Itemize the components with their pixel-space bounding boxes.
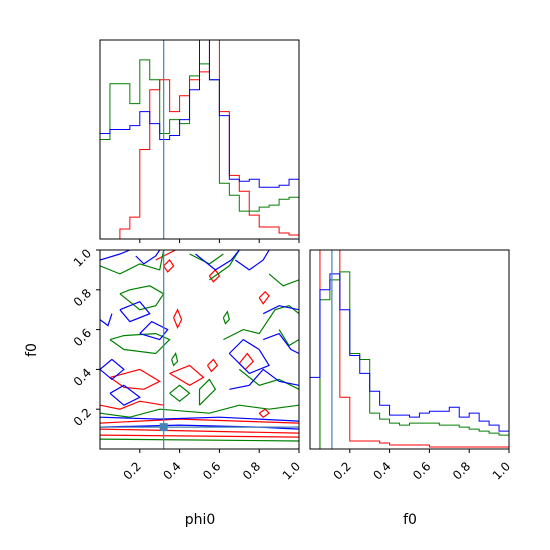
f0-marginal-x-tick-label-3: 0.8 bbox=[450, 459, 473, 482]
contour-series-1-line-3 bbox=[119, 285, 165, 311]
joint-x-tick-label-0: 0.2 bbox=[121, 459, 144, 482]
contour-series-2-line-8 bbox=[229, 368, 299, 390]
contour-series-2-line-13 bbox=[100, 313, 113, 327]
y-axis-label-f0: f0 bbox=[24, 343, 40, 357]
contour-series-1-line-14 bbox=[278, 329, 299, 347]
contour-series-0-line-0 bbox=[100, 434, 299, 438]
contour-series-1-line-6 bbox=[189, 253, 224, 265]
joint-panel-frame bbox=[99, 249, 300, 450]
joint-x-tick-label-3: 0.8 bbox=[240, 459, 263, 482]
contour-series-0-line-8 bbox=[173, 308, 183, 330]
joint-x-tick-label-2: 0.6 bbox=[200, 459, 223, 482]
contour-series-1-line-12 bbox=[171, 352, 179, 367]
contour-series-1-line-11 bbox=[222, 310, 230, 325]
phi0-marginal-panel bbox=[99, 39, 300, 243]
contour-series-0-line-11 bbox=[258, 408, 271, 418]
contour-series-0-line-12 bbox=[155, 250, 176, 261]
contour-series-0-line-7 bbox=[208, 268, 221, 283]
joint-contour-panel: 0.2 0.4 0.6 0.8 1.0 0.2 0.4 0.6 0.8 1.0 phi0 f0 bbox=[24, 246, 303, 528]
contour-series-1-line-7 bbox=[223, 305, 299, 341]
joint-y-tick-label-2: 0.6 bbox=[71, 326, 94, 349]
x-axis-label-phi0: phi0 bbox=[185, 512, 216, 528]
contour-series-2-line-10 bbox=[234, 250, 270, 271]
contour-series-1-line-1 bbox=[100, 404, 299, 418]
joint-truth-marker bbox=[159, 423, 168, 432]
contour-series-1-line-4 bbox=[109, 332, 171, 355]
f0-marginal-x-tick-label-1: 0.4 bbox=[370, 459, 393, 482]
f0-marginal-x-tick-label-2: 0.6 bbox=[410, 459, 433, 482]
contour-series-1-line-5 bbox=[209, 250, 240, 281]
phi0-marginal-frame bbox=[99, 39, 300, 240]
contour-series-1-line-8 bbox=[238, 368, 299, 390]
contour-series-0-line-1 bbox=[100, 428, 299, 434]
joint-y-tick-label-1: 0.4 bbox=[71, 366, 94, 389]
contour-series-2-line-11 bbox=[262, 305, 299, 315]
x-axis-label-f0: f0 bbox=[403, 512, 417, 528]
f0-marginal-frame bbox=[309, 249, 510, 450]
contour-series-0-line-4 bbox=[238, 352, 254, 371]
contour-series-1-line-2 bbox=[100, 250, 165, 275]
contour-series-1-line-10 bbox=[169, 384, 191, 402]
contour-series-2-line-4 bbox=[119, 300, 151, 323]
contour-series-0-line-13 bbox=[100, 400, 164, 410]
contour-series-2-line-6 bbox=[109, 384, 141, 406]
contour-series-2-line-14 bbox=[262, 332, 299, 355]
f0-marginal-x-tick-label-4: 1.0 bbox=[490, 459, 513, 482]
contour-series-1-line-13 bbox=[268, 273, 299, 287]
joint-x-tick-label-1: 0.4 bbox=[160, 459, 183, 482]
contour-series-0-line-5 bbox=[169, 364, 205, 386]
contour-series-2-line-12 bbox=[195, 250, 240, 271]
contour-series-2-line-9 bbox=[228, 338, 270, 375]
joint-x-tick-label-4: 1.0 bbox=[280, 459, 303, 482]
contour-series-0-line-9 bbox=[206, 358, 219, 373]
contour-series-2-line-2 bbox=[100, 250, 131, 261]
contour-series-2-line-1 bbox=[100, 416, 299, 422]
contour-series-0-line-6 bbox=[163, 259, 175, 273]
contour-series-2-line-3 bbox=[135, 250, 161, 265]
contour-series-1-line-0 bbox=[100, 438, 299, 442]
joint-y-tick-label-0: 0.2 bbox=[71, 405, 94, 428]
contour-series-0-line-3 bbox=[109, 368, 161, 390]
contour-series-2-line-5 bbox=[100, 358, 125, 381]
f0-histogram-series-1 bbox=[310, 271, 509, 449]
contour-series-2-line-7 bbox=[139, 320, 169, 341]
joint-y-tick-label-4: 1.0 bbox=[71, 246, 94, 269]
contour-series-1-line-9 bbox=[198, 378, 217, 406]
contour-series-0-line-10 bbox=[258, 290, 270, 305]
contour-series-0-line-2 bbox=[100, 418, 299, 424]
joint-y-tick-label-3: 0.8 bbox=[71, 286, 94, 309]
phi0-histogram-series-2 bbox=[100, 40, 299, 188]
contour-series-2-line-0 bbox=[100, 424, 299, 430]
f0-marginal-panel: 0.2 0.4 0.6 0.8 1.0 f0 bbox=[309, 249, 513, 528]
f0-histogram-series-2 bbox=[310, 273, 509, 432]
f0-marginal-x-tick-label-0: 0.2 bbox=[331, 459, 354, 482]
